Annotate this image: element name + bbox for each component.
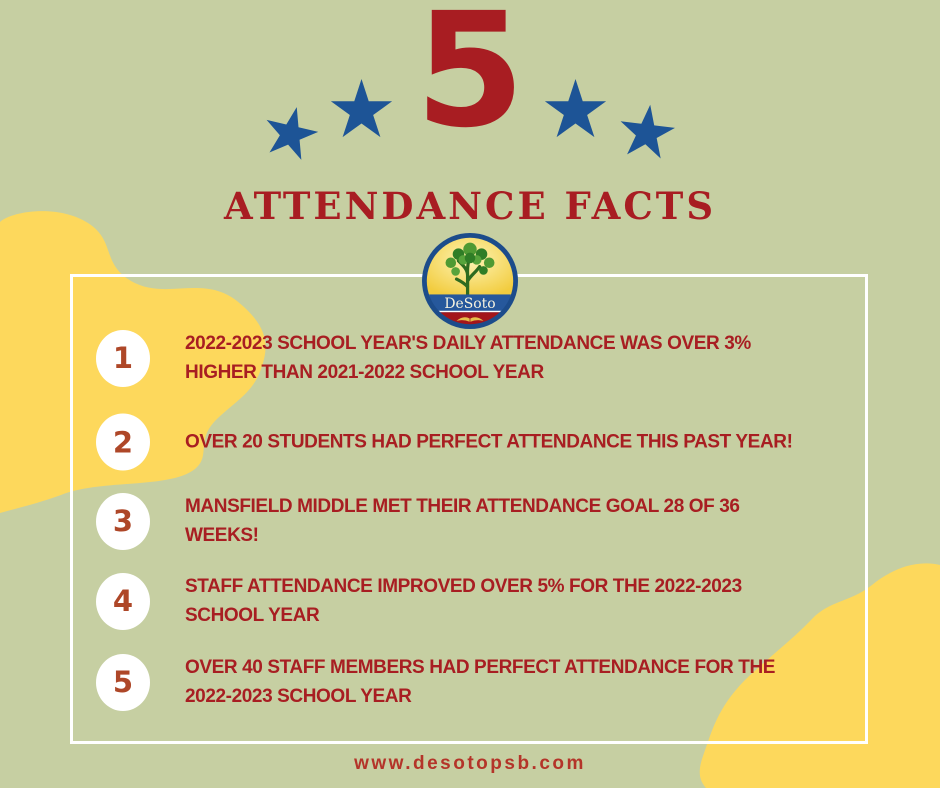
star-icon <box>256 98 325 166</box>
fact-row: 3 MANSFIELD MIDDLE MET THEIR ATTENDANCE … <box>96 492 775 550</box>
page-title: ATTENDANCE FACTS <box>223 184 717 228</box>
fact-number-badge: 5 <box>96 653 150 711</box>
fact-text: MANSFIELD MIDDLE MET THEIR ATTENDANCE GO… <box>185 496 740 546</box>
star-icon <box>614 99 681 164</box>
fact-row: 5 OVER 40 STAFF MEMBERS HAD PERFECT ATTE… <box>96 653 790 711</box>
star-icon <box>328 76 395 141</box>
fact-number-badge: 3 <box>96 492 150 550</box>
fact-row: 4 STAFF ATTENDANCE IMPROVED OVER 5% FOR … <box>96 572 775 630</box>
website-url: www.desotopsb.com <box>354 753 586 774</box>
fact-text: OVER 40 STAFF MEMBERS HAD PERFECT ATTEND… <box>185 657 776 707</box>
star-icon <box>542 76 609 141</box>
logo-text: DeSoto <box>444 296 495 312</box>
fact-number-badge: 4 <box>96 572 150 630</box>
fact-text: STAFF ATTENDANCE IMPROVED OVER 5% FOR TH… <box>185 576 742 626</box>
fact-row: 2 OVER 20 STUDENTS HAD PERFECT ATTENDANC… <box>96 413 793 471</box>
fact-row: 1 2022-2023 SCHOOL YEAR'S DAILY ATTENDAN… <box>96 329 785 387</box>
tree-icon <box>445 242 495 297</box>
yellow-blob-bottom-right <box>699 563 940 788</box>
big-number-5: 5 <box>415 0 525 163</box>
fact-number-badge: 1 <box>96 329 150 387</box>
fact-number-badge: 2 <box>96 413 150 471</box>
fact-text: 2022-2023 SCHOOL YEAR'S DAILY ATTENDANCE… <box>185 333 751 383</box>
open-book-icon <box>456 317 484 322</box>
fact-text: OVER 20 STUDENTS HAD PERFECT ATTENDANCE … <box>185 431 793 453</box>
desoto-school-logo: DeSoto <box>422 233 518 329</box>
